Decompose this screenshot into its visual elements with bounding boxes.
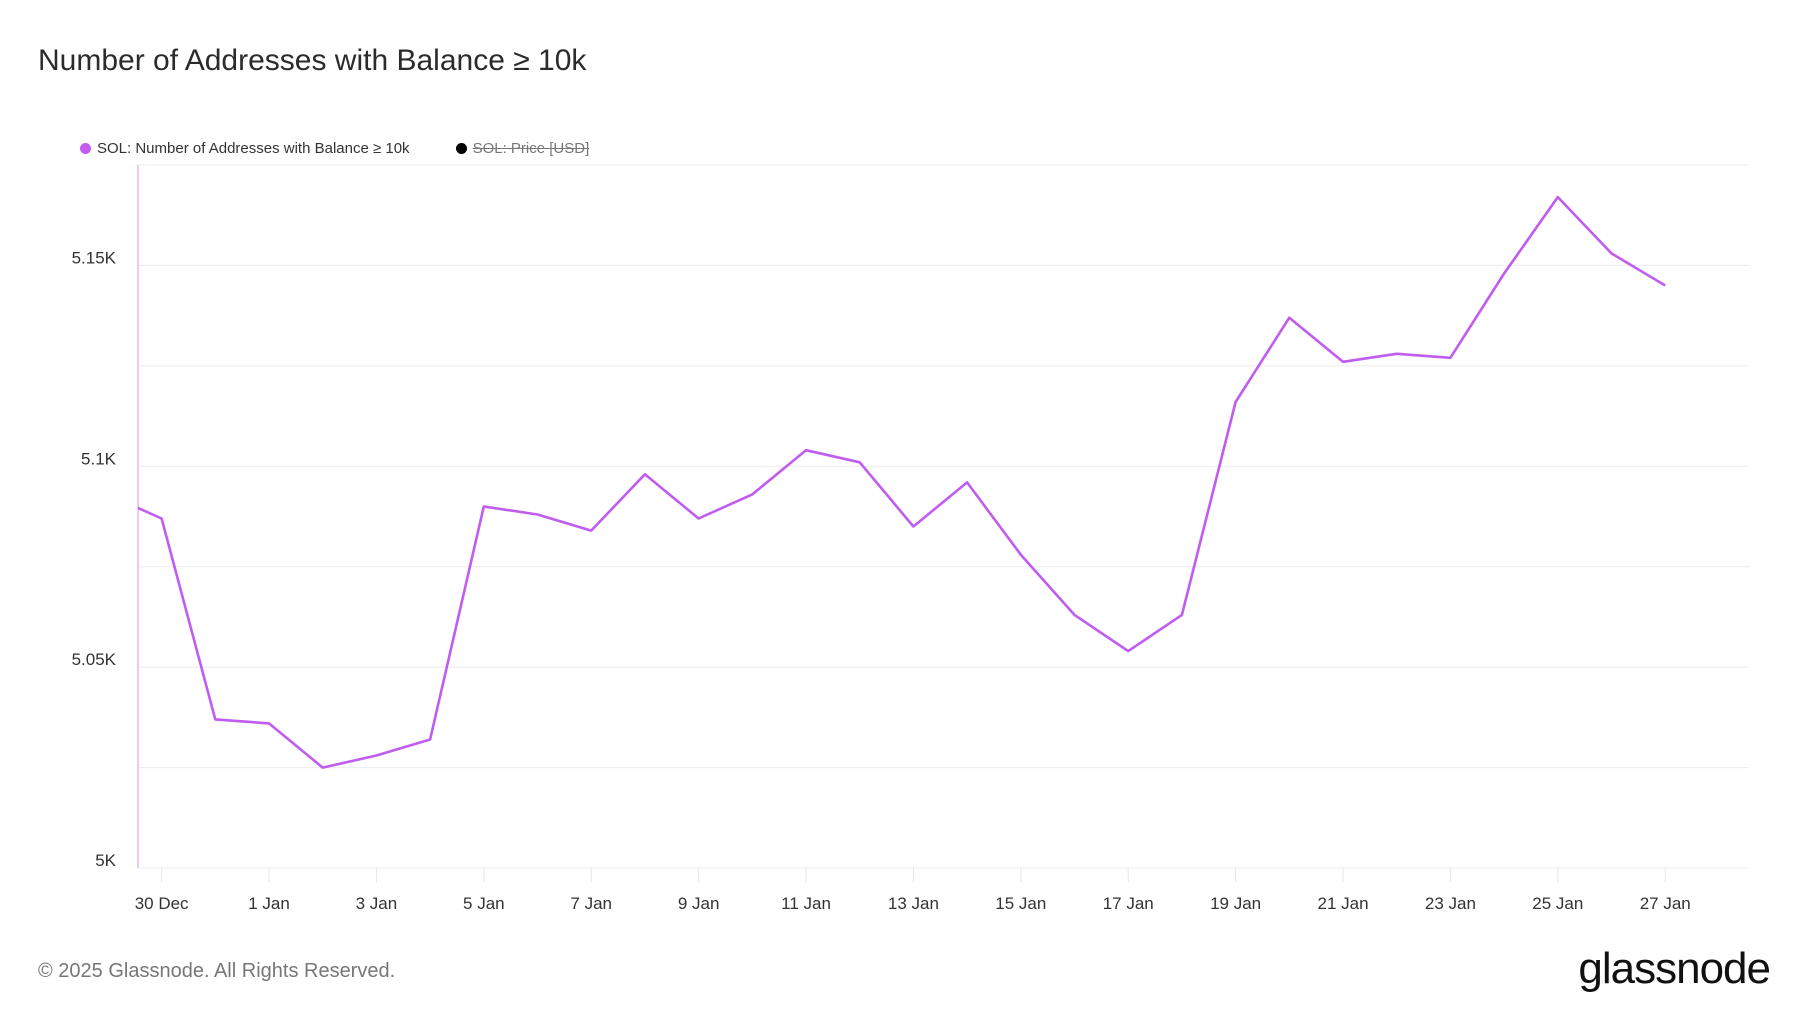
y-tick-label: 5.05K xyxy=(72,650,117,669)
x-tick-label: 25 Jan xyxy=(1532,894,1583,913)
x-tick-label: 11 Jan xyxy=(781,894,831,913)
legend: SOL: Number of Addresses with Balance ≥ … xyxy=(80,140,589,157)
x-tick-label: 30 Dec xyxy=(135,894,189,913)
chart-title: Number of Addresses with Balance ≥ 10k xyxy=(38,44,587,77)
x-tick-label: 1 Jan xyxy=(248,894,290,913)
x-tick-label: 17 Jan xyxy=(1103,894,1154,913)
y-tick-label: 5.15K xyxy=(72,248,117,267)
x-tick-label: 15 Jan xyxy=(995,894,1046,913)
legend-dot-icon xyxy=(455,143,467,154)
legend-item-price[interactable]: SOL: Price [USD] xyxy=(455,140,590,157)
copyright: © 2025 Glassnode. All Rights Reserved. xyxy=(38,960,396,982)
x-tick-label: 27 Jan xyxy=(1640,894,1691,913)
x-tick-label: 21 Jan xyxy=(1318,894,1369,913)
x-tick-label: 5 Jan xyxy=(463,894,505,913)
x-tick-label: 9 Jan xyxy=(678,894,720,913)
legend-dot-icon xyxy=(80,143,91,154)
x-tick-label: 23 Jan xyxy=(1425,894,1476,913)
x-tick-label: 7 Jan xyxy=(570,894,612,913)
y-tick-label: 5.1K xyxy=(81,449,117,468)
x-tick-label: 13 Jan xyxy=(888,894,939,913)
legend-item-addresses[interactable]: SOL: Number of Addresses with Balance ≥ … xyxy=(80,140,410,157)
x-tick-label: 3 Jan xyxy=(356,894,398,913)
y-tick-label: 5K xyxy=(95,851,116,870)
legend-label: SOL: Price [USD] xyxy=(472,140,590,157)
series-line xyxy=(138,195,1666,769)
legend-label: SOL: Number of Addresses with Balance ≥ … xyxy=(97,140,410,157)
x-tick-label: 19 Jan xyxy=(1210,894,1261,913)
glassnode-logo: glassnode xyxy=(1578,944,1771,993)
